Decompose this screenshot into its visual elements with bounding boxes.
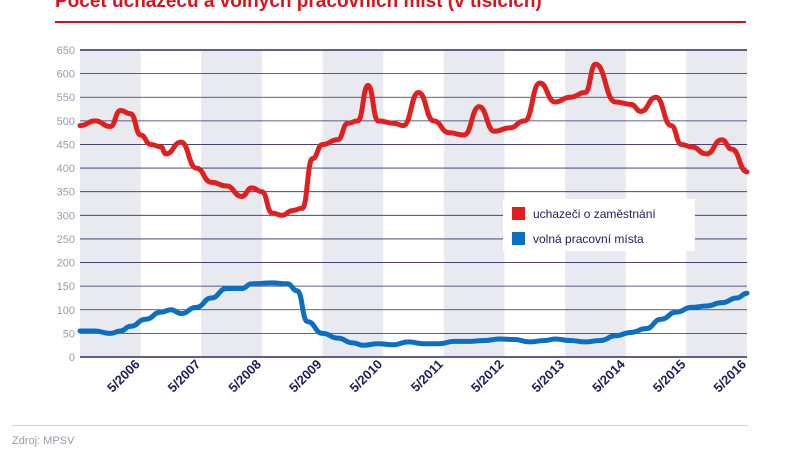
y-tick-label: 600 [57,69,75,81]
legend-label: uchazeči o zaměstnání [533,207,656,221]
y-tick-label: 300 [57,210,75,222]
x-tick-label: 5/2010 [347,357,386,396]
x-tick-label: 5/2015 [650,357,689,396]
x-tick-label: 5/2009 [286,357,325,396]
y-tick-label: 650 [57,45,75,57]
x-tick-label: 5/2012 [468,357,507,396]
y-tick-label: 400 [57,163,75,175]
x-tick-label: 5/2008 [225,357,264,396]
year-band [201,50,262,357]
year-band [80,50,141,357]
y-tick-label: 350 [57,187,75,199]
y-tick-label: 50 [63,328,75,340]
x-tick-label: 5/2014 [589,356,628,395]
x-tick-label: 5/2016 [710,357,749,396]
title-divider [55,21,746,23]
legend-label: volná pracovní místa [533,232,644,246]
footer-divider [12,425,748,426]
legend-swatch [512,232,525,245]
chart-title: Počet uchazečů a volných pracovních míst… [55,0,542,12]
x-tick-label: 5/2006 [104,357,143,396]
y-tick-label: 500 [57,116,75,128]
y-tick-label: 0 [69,352,75,364]
source-note: Zdroj: MPSV [12,435,75,447]
y-tick-label: 150 [57,281,75,293]
x-tick-label: 5/2007 [165,357,204,396]
y-tick-label: 100 [57,305,75,317]
year-band [686,50,747,357]
series-line-0 [77,61,750,218]
y-tick-label: 250 [57,234,75,246]
y-tick-label: 450 [57,139,75,151]
series-line-1 [77,280,750,348]
y-tick-label: 200 [57,258,75,270]
legend: uchazeči o zaměstnání volná pracovní míst… [503,199,695,251]
year-band [443,50,505,357]
x-tick-label: 5/2011 [408,357,446,395]
legend-box [503,199,695,251]
line-chart: 0 50 100 150 200 250 300 350 400 450 500 550 600 650 5… [57,45,750,396]
x-tick-label: 5/2013 [528,357,567,396]
legend-swatch [512,207,525,220]
y-tick-label: 550 [57,92,75,104]
